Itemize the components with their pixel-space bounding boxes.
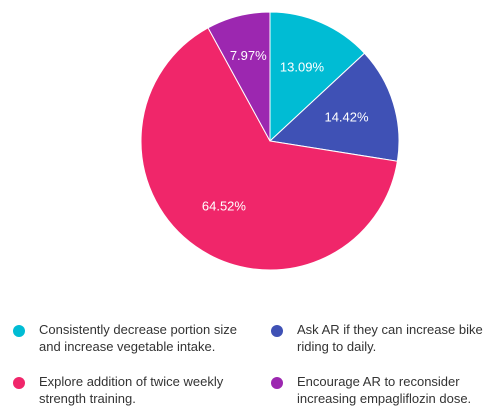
slice-empagliflozin[interactable] xyxy=(207,11,271,142)
legend-swatch-indigo xyxy=(271,325,283,337)
legend-item-portion-size[interactable]: Consistently decrease portion size and i… xyxy=(13,321,239,355)
slice-portion-size[interactable] xyxy=(269,11,366,143)
legend-label: Explore addition of twice weekly strengt… xyxy=(39,374,224,406)
slice-value-label: 7.97% xyxy=(230,48,267,63)
pie-chart: 13.09% 14.42% 64.52% 7.97% xyxy=(140,11,400,271)
legend-item-bike-riding[interactable]: Ask AR if they can increase bike riding … xyxy=(271,321,499,355)
slice-value-label: 13.09% xyxy=(280,60,325,75)
legend-item-empagliflozin[interactable]: Encourage AR to reconsider increasing em… xyxy=(271,373,499,407)
chart-legend: Consistently decrease portion size and i… xyxy=(0,316,499,416)
legend-swatch-cyan xyxy=(13,325,25,337)
legend-item-strength-training[interactable]: Explore addition of twice weekly strengt… xyxy=(13,373,239,407)
legend-label: Encourage AR to reconsider increasing em… xyxy=(297,374,472,406)
legend-swatch-purple xyxy=(271,377,283,389)
slice-bike-riding[interactable] xyxy=(268,52,400,162)
slice-strength-training[interactable] xyxy=(140,27,398,271)
legend-swatch-pink xyxy=(13,377,25,389)
legend-label: Consistently decrease portion size and i… xyxy=(39,322,237,354)
slice-value-label: 14.42% xyxy=(324,110,369,125)
legend-label: Ask AR if they can increase bike riding … xyxy=(297,322,483,354)
slice-value-label: 64.52% xyxy=(202,198,247,213)
